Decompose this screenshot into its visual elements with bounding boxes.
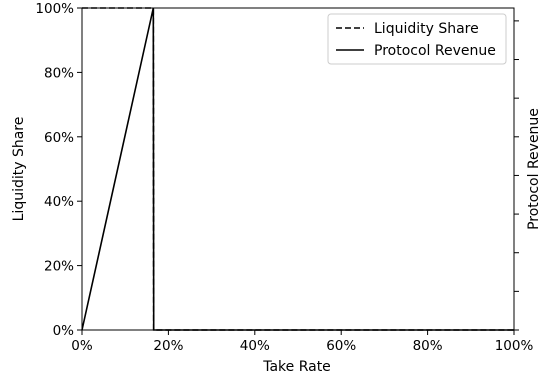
y-tick-label-1: 20% bbox=[44, 259, 74, 275]
x-axis-title: Take Rate bbox=[262, 359, 331, 375]
y-tick-label-2: 40% bbox=[44, 194, 74, 210]
legend: Liquidity Share Protocol Revenue bbox=[327, 13, 507, 65]
plot-frame bbox=[81, 7, 515, 331]
legend-label-1: Liquidity Share bbox=[374, 21, 479, 37]
x-tick-label-3: 60% bbox=[326, 338, 356, 354]
y-axis-title: Liquidity Share bbox=[11, 117, 27, 222]
y-tick-label-3: 60% bbox=[44, 130, 74, 146]
x-tick-label-2: 40% bbox=[240, 338, 270, 354]
x-tick-label-0: 0% bbox=[71, 338, 93, 354]
x-tick-label-5: 100% bbox=[495, 338, 534, 354]
y-tick-label-5: 100% bbox=[35, 1, 74, 17]
y-tick-label-4: 80% bbox=[44, 65, 74, 81]
x-tick-label-1: 20% bbox=[153, 338, 183, 354]
y-tick-label-0: 0% bbox=[53, 323, 75, 339]
legend-box bbox=[327, 13, 507, 65]
y2-axis-title: Protocol Revenue bbox=[526, 108, 538, 230]
axes: 0% 20% 40% 60% 80% 100% 0% 20% 40% 60% 80% 100% bbox=[35, 1, 533, 354]
x-tick-label-4: 80% bbox=[413, 338, 443, 354]
legend-label-2: Protocol Revenue bbox=[374, 43, 496, 59]
